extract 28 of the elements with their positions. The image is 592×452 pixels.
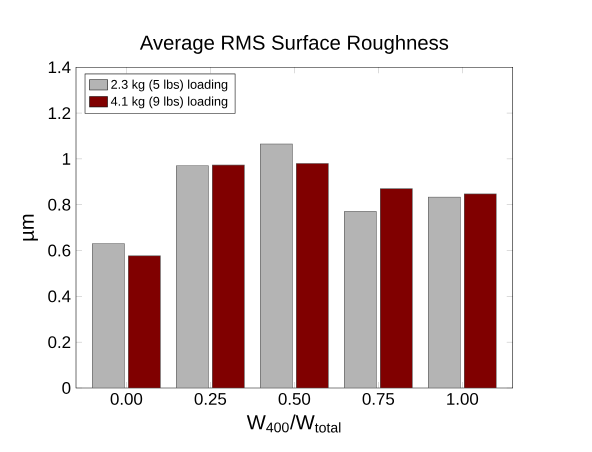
bar (260, 144, 293, 388)
y-tick-label: 1.4 (48, 61, 71, 74)
bar (344, 211, 377, 388)
bar (428, 196, 461, 388)
x-axis-title: W$_{400}$/W$_{total}$ (246, 414, 340, 433)
y-tick-label: 0.2 (48, 336, 70, 348)
x-tick-label: 1.00 (447, 392, 478, 405)
x-tick-label: 0.00 (110, 392, 142, 405)
y-tick-label: 0 (62, 382, 70, 394)
y-tick-label: 0.8 (48, 198, 70, 211)
bar (212, 164, 245, 388)
x-tick-label: 0.75 (362, 392, 394, 405)
y-tick-label: 0.6 (48, 244, 70, 256)
bar (92, 243, 125, 388)
bar (296, 163, 329, 388)
y-tick-label: 0.4 (48, 290, 71, 302)
bar (128, 256, 161, 388)
x-tick-label: 0.25 (194, 392, 226, 405)
bar (464, 194, 497, 388)
y-tick-label: 1 (62, 153, 70, 165)
legend-label: 2.3 kg (5 lbs) loading (111, 80, 228, 92)
bar (380, 188, 413, 388)
bar (176, 165, 209, 388)
legend-label: 4.1 kg (9 lbs) loading (110, 96, 228, 108)
y-axis-title: µm (22, 214, 38, 240)
x-tick-label: 0.50 (278, 392, 310, 405)
y-tick-label: 1.2 (48, 107, 70, 119)
chart-title: Average RMS Surface Roughness (140, 34, 448, 54)
